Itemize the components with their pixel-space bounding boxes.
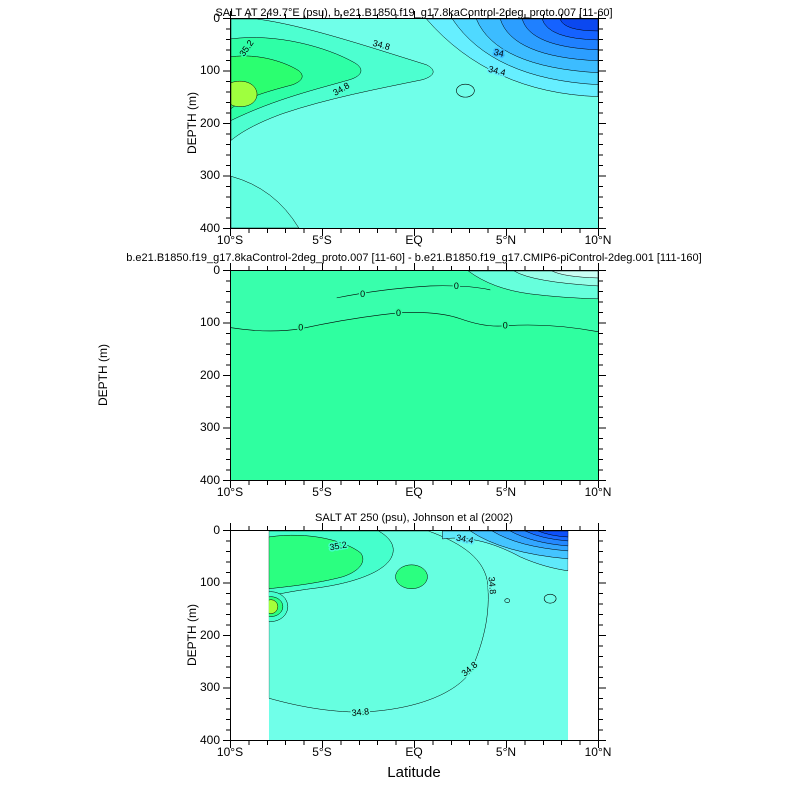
panel1-ytick-100: 100 <box>199 63 220 77</box>
panel3-xtick-10s: 10°S <box>216 745 244 759</box>
panel3-y-ticks-minor-right <box>599 530 603 741</box>
panel2-xtick-5s: 5°S <box>312 485 332 499</box>
panel3-plot: 35.2 34.4 34.8 34.8 34.8 <box>230 530 599 741</box>
panel1-ytick-200: 200 <box>199 116 220 130</box>
panel1-ytick-300: 300 <box>199 168 220 182</box>
contour-label: 34.8 <box>487 576 498 594</box>
panel1-contour-plot: 35.2 34.8 34.8 34 34.4 <box>231 19 598 228</box>
panel1-plot: 35.2 34.8 34.8 34 34.4 <box>230 18 599 229</box>
panel2-contour-plot: 0 0 0 0 0 <box>231 271 598 480</box>
panel1-xtick-5s: 5°S <box>312 233 332 247</box>
panel2-xtick-10s: 10°S <box>216 485 244 499</box>
panel3-x-ticks-minor-bottom <box>230 741 599 745</box>
anomaly-band-pale-cyan <box>552 271 598 279</box>
salinity-max-core <box>268 599 279 614</box>
closed-contour-loop <box>456 83 475 98</box>
panel3-title: SALT AT 250 (psu), Johnson et al (2002) <box>315 512 513 524</box>
panel1-xtick-eq: EQ <box>405 233 423 247</box>
panel2-x-ticks-minor-top <box>230 266 599 270</box>
panel3-ytick-300: 300 <box>199 680 220 694</box>
panel2-xtick-10n: 10°N <box>584 485 612 499</box>
panel2-plot: 0 0 0 0 0 <box>230 270 599 481</box>
panel1-x-ticks-minor-top <box>230 14 599 18</box>
panel2-y-axis-label: DEPTH (m) <box>96 344 110 406</box>
panel3-y-ticks-minor-left <box>226 530 230 741</box>
contour-band-35-4 <box>231 80 258 107</box>
panel3-ytick-100: 100 <box>199 575 220 589</box>
panel2-ytick-100: 100 <box>199 315 220 329</box>
panel3-contour-plot: 35.2 34.4 34.8 34.8 34.8 <box>231 531 598 740</box>
closed-contour-dot <box>504 598 511 603</box>
panel2-xtick-eq: EQ <box>405 485 423 499</box>
panel1-y-ticks-minor-left <box>226 18 230 229</box>
panel2-y-ticks-minor-right <box>599 270 603 481</box>
panel1-xtick-10n: 10°N <box>584 233 612 247</box>
panel3-xtick-5s: 5°S <box>312 745 332 759</box>
panel1-xtick-5n: 5°N <box>495 233 517 247</box>
panel2-ytick-400: 400 <box>199 473 220 487</box>
contour-label: 34.4 <box>487 64 506 78</box>
contour-band-35-2-obs <box>268 534 364 589</box>
contour-label: 34.8 <box>351 706 369 718</box>
x-axis-label: Latitude <box>387 764 441 781</box>
panel1-x-ticks-minor-bottom <box>230 229 599 233</box>
panel2-xtick-5n: 5°N <box>495 485 517 499</box>
panel3-x-ticks-minor-top <box>230 526 599 530</box>
panel3-xtick-10n: 10°N <box>584 745 612 759</box>
panel3-ytick-400: 400 <box>199 733 220 747</box>
contour-label: 0 <box>298 323 303 333</box>
contour-label: 0 <box>503 321 508 331</box>
panel3-ytick-200: 200 <box>199 628 220 642</box>
zero-contour-line-upper <box>336 285 491 299</box>
panel3-ytick-0: 0 <box>213 523 220 537</box>
contour-label: 34.4 <box>455 533 474 546</box>
contour-label: 34 <box>493 47 505 59</box>
panel2-ytick-0: 0 <box>213 263 220 277</box>
closed-contour-loop <box>543 593 557 604</box>
panel3-xtick-eq: EQ <box>405 745 423 759</box>
contour-label: 0 <box>396 308 401 318</box>
panel1-ytick-0: 0 <box>213 11 220 25</box>
panel1-xtick-10s: 10°S <box>216 233 244 247</box>
contour-band <box>231 175 300 228</box>
contour-label: 35.2 <box>329 540 348 553</box>
panel3-xtick-5n: 5°N <box>495 745 517 759</box>
panel2-title: b.e21.B1850.f19_g17.8kaControl-2deg_prot… <box>126 252 702 264</box>
contour-label: 0 <box>360 289 365 299</box>
contour-label: 0 <box>454 281 459 291</box>
panel2-ytick-200: 200 <box>199 368 220 382</box>
panel1-y-ticks-minor-right <box>599 18 603 229</box>
panel2-x-ticks-minor-bottom <box>230 481 599 485</box>
panel1-ytick-400: 400 <box>199 221 220 235</box>
contour-band-33-4-obs <box>538 531 569 538</box>
panel2-y-ticks-minor-left <box>226 270 230 481</box>
zero-contour-line <box>231 312 598 333</box>
closed-contour-35-2-core <box>395 564 428 589</box>
contour-band-33-2 <box>559 19 598 32</box>
panel2-ytick-300: 300 <box>199 420 220 434</box>
